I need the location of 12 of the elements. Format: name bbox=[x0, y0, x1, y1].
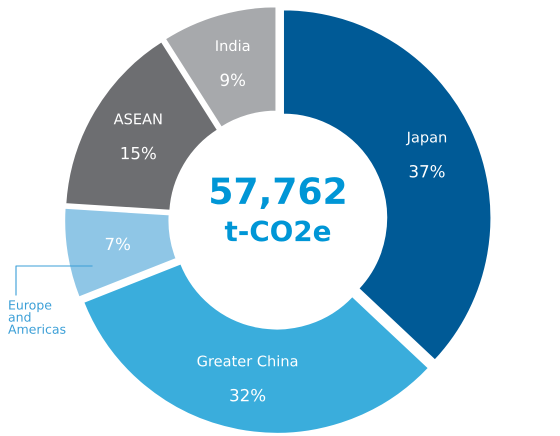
slice-label: ASEAN bbox=[114, 113, 162, 124]
slice-label: India bbox=[216, 40, 250, 52]
text: t-CO2e bbox=[224, 220, 330, 242]
text: 57,762 bbox=[211, 177, 345, 210]
data-label: 32% bbox=[230, 388, 266, 402]
data-label: 15% bbox=[122, 146, 156, 160]
slice-label: Greater China bbox=[197, 355, 298, 366]
data-label: 9% bbox=[220, 74, 246, 86]
slice-label: Europe and Americas bbox=[8, 300, 66, 334]
data-label: 7% bbox=[106, 238, 130, 250]
data-label: 37% bbox=[410, 164, 445, 178]
slice-label: Japan bbox=[406, 132, 446, 146]
